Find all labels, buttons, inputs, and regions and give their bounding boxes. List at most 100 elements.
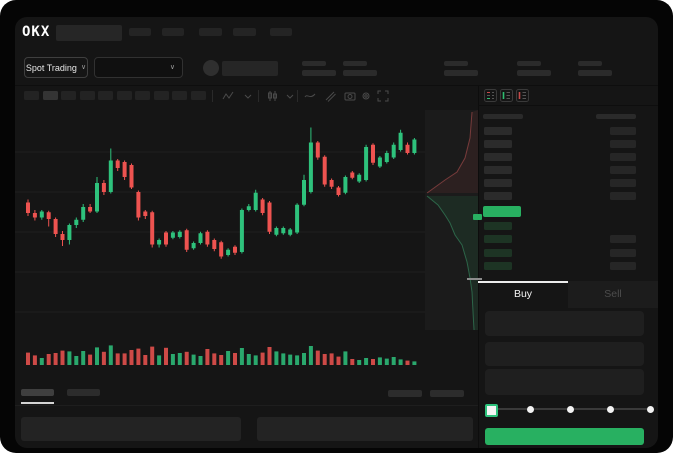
volume-bar bbox=[164, 347, 168, 365]
volume-bar bbox=[170, 354, 175, 365]
bottom-tab-placeholder[interactable] bbox=[67, 389, 100, 396]
volume-bar bbox=[412, 361, 417, 365]
chart-type-icon[interactable] bbox=[265, 89, 279, 103]
timeframe-button[interactable] bbox=[42, 91, 58, 100]
ask-amount-placeholder[interactable] bbox=[610, 140, 636, 148]
ask-price-placeholder[interactable] bbox=[484, 153, 512, 161]
tab-buy[interactable]: Buy bbox=[513, 288, 533, 300]
candle-body bbox=[274, 228, 279, 235]
volume-bar bbox=[53, 353, 58, 365]
candle-body bbox=[288, 229, 293, 235]
indicators-icon[interactable] bbox=[221, 89, 235, 103]
bid-price-placeholder[interactable] bbox=[484, 222, 512, 230]
ask-amount-placeholder[interactable] bbox=[610, 192, 636, 200]
market-type-button[interactable]: Spot Trading ∨ bbox=[24, 57, 88, 78]
slider-stop[interactable] bbox=[646, 405, 654, 413]
nav-item-placeholder[interactable] bbox=[162, 28, 184, 36]
pair-select[interactable]: ∨ bbox=[94, 57, 183, 78]
ask-price-placeholder[interactable] bbox=[484, 179, 512, 187]
ask-price-placeholder[interactable] bbox=[484, 127, 512, 135]
candle-body bbox=[170, 232, 175, 238]
nav-item-placeholder[interactable] bbox=[199, 28, 222, 36]
bid-price-placeholder[interactable] bbox=[484, 235, 512, 244]
coin-avatar[interactable] bbox=[203, 60, 219, 76]
total-input[interactable] bbox=[485, 369, 644, 395]
volume-bar bbox=[67, 351, 72, 365]
candle-body bbox=[322, 156, 327, 185]
bottom-tab-placeholder[interactable] bbox=[21, 389, 54, 396]
bottom-tab-underline bbox=[21, 402, 54, 404]
timeframe-button[interactable] bbox=[24, 91, 39, 100]
volume-bar bbox=[198, 356, 203, 365]
nav-item-placeholder[interactable] bbox=[270, 28, 292, 36]
candle-body bbox=[164, 232, 168, 245]
header-divider bbox=[15, 85, 658, 86]
timeframe-button[interactable] bbox=[79, 91, 95, 100]
volume-bar bbox=[343, 351, 348, 365]
timeframe-button[interactable] bbox=[135, 91, 150, 100]
depth-asks-area bbox=[427, 110, 478, 193]
timeframe-button[interactable] bbox=[61, 91, 76, 100]
ask-amount-placeholder[interactable] bbox=[610, 153, 636, 161]
timeframe-button[interactable] bbox=[190, 91, 206, 100]
ask-price-placeholder[interactable] bbox=[484, 140, 512, 148]
nav-item-placeholder[interactable] bbox=[233, 28, 256, 36]
slider-stop[interactable] bbox=[606, 405, 614, 413]
order-book-asks-icon[interactable] bbox=[516, 89, 529, 102]
order-book-bids-icon[interactable] bbox=[500, 89, 513, 102]
timeframe-button[interactable] bbox=[153, 91, 169, 100]
bid-amount-placeholder[interactable] bbox=[610, 262, 636, 271]
measure-icon[interactable] bbox=[323, 89, 337, 103]
bid-price-placeholder[interactable] bbox=[484, 248, 512, 257]
candle-body bbox=[343, 177, 348, 193]
bottom-action-placeholder[interactable] bbox=[388, 390, 422, 397]
bottom-action-placeholder[interactable] bbox=[430, 390, 464, 397]
fullscreen-icon[interactable] bbox=[376, 89, 390, 103]
candle-body bbox=[122, 162, 127, 177]
chevron-down-icon[interactable] bbox=[241, 89, 255, 103]
candle-body bbox=[405, 144, 410, 153]
last-price-highlight[interactable] bbox=[483, 206, 521, 217]
bid-price-placeholder[interactable] bbox=[484, 262, 512, 271]
trendline-icon[interactable] bbox=[303, 89, 317, 103]
price-chart bbox=[15, 110, 478, 365]
volume-bar bbox=[357, 360, 362, 365]
slider-stop[interactable] bbox=[566, 405, 574, 413]
buy-submit-button[interactable] bbox=[485, 428, 644, 445]
amount-input[interactable] bbox=[485, 342, 644, 366]
tab-sell[interactable]: Sell bbox=[604, 288, 622, 300]
slider-handle[interactable] bbox=[485, 404, 498, 417]
ask-amount-placeholder[interactable] bbox=[610, 166, 636, 174]
candle-body bbox=[336, 187, 341, 195]
camera-icon[interactable] bbox=[343, 89, 357, 103]
volume-bar bbox=[143, 355, 148, 365]
index-price-tick bbox=[467, 278, 482, 280]
timeframe-button[interactable] bbox=[116, 91, 132, 100]
volume-bar bbox=[60, 350, 65, 365]
ask-amount-placeholder[interactable] bbox=[610, 127, 636, 135]
chevron-down-icon[interactable] bbox=[283, 89, 297, 103]
order-book-all-icon[interactable] bbox=[484, 89, 497, 102]
depth-panel bbox=[425, 110, 478, 330]
bid-amount-placeholder[interactable] bbox=[610, 248, 636, 257]
ask-price-placeholder[interactable] bbox=[484, 166, 512, 174]
timeframe-button[interactable] bbox=[98, 91, 113, 100]
bid-amount-placeholder[interactable] bbox=[610, 235, 636, 244]
volume-bar bbox=[39, 358, 44, 365]
candle-body bbox=[184, 230, 189, 250]
candle-body bbox=[32, 213, 37, 218]
order-history-placeholder[interactable] bbox=[257, 417, 473, 441]
nav-search-placeholder[interactable] bbox=[56, 25, 122, 41]
ask-price-placeholder[interactable] bbox=[484, 192, 512, 200]
volume-bar bbox=[322, 354, 327, 365]
nav-item-placeholder[interactable] bbox=[129, 28, 151, 36]
timeframe-button[interactable] bbox=[172, 91, 187, 100]
ask-amount-placeholder[interactable] bbox=[610, 179, 636, 187]
slider-stop[interactable] bbox=[526, 405, 534, 413]
candle-body bbox=[357, 174, 362, 182]
candle-body bbox=[371, 144, 375, 163]
price-input[interactable] bbox=[485, 311, 644, 336]
settings-icon[interactable] bbox=[359, 89, 373, 103]
open-orders-placeholder[interactable] bbox=[21, 417, 241, 441]
